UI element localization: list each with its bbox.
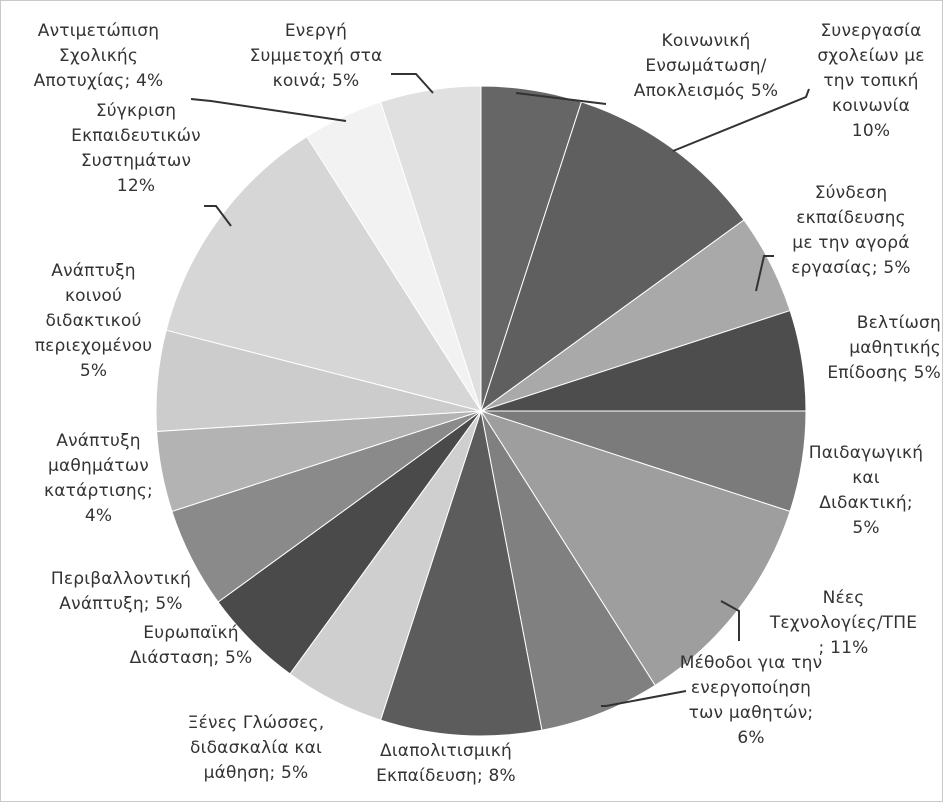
leader-line-2 [672,88,810,152]
slice-label-4: Βελτίωση μαθητικής Επίδοσης 5% [827,313,941,383]
leader-line-7 [601,690,687,707]
slice-label-15: Αντιμετώπιση Σχολικής Αποτυχίας; 4% [33,21,164,91]
slice-label-1: Κοινωνική Ενσωμάτωση/ Αποκλεισμός 5% [633,31,779,101]
leader-line-3 [755,255,774,292]
slice-label-16: Ενεργή Συμμετοχή στα κοινά; 5% [249,21,383,91]
pie-slice-14 [165,135,483,412]
slice-label-9: Ξένες Γλώσσες, διδασκαλία και μάθηση; 5% [187,713,325,783]
slice-label-3: Σύνδεση εκπαίδευσης με την αγορά εργασία… [791,183,911,278]
slice-label-7: Μέθοδοι για την ενεργοποίηση των μαθητών… [679,653,823,748]
slice-label-8: Διαπολιτισμική Εκπαίδευση; 8% [376,741,516,786]
slice-label-6: Νέες Τεχνολογίες/ΤΠΕ ; 11% [769,588,918,658]
leader-line-14 [204,205,232,227]
leader-line-1 [515,92,607,105]
slice-label-10: Ευρωπαϊκή Διάσταση; 5% [129,623,253,668]
pie-slice-7 [480,410,656,731]
slice-label-5: Παιδαγωγική και Διδακτική; 5% [808,443,924,538]
slice-label-13: Ανάπτυξη κοινού διδακτικού περιεχομένου … [34,261,153,381]
slice-label-14: Σύγκριση Εκπαιδευτικών Συστημάτων 12% [71,101,201,196]
slice-label-11: Περιβαλλοντική Ανάπτυξη; 5% [50,569,192,614]
leader-line-15 [190,98,347,122]
pie-slice-2 [480,101,745,413]
slice-label-2: Συνεργασία σχολείων με την τοπική κοινων… [817,21,925,141]
leader-line-16 [391,73,434,94]
slice-label-12: Ανάπτυξη μαθημάτων κατάρτισης; 4% [44,431,153,526]
pie-slice-8 [379,410,543,737]
leader-line-6 [720,600,740,641]
